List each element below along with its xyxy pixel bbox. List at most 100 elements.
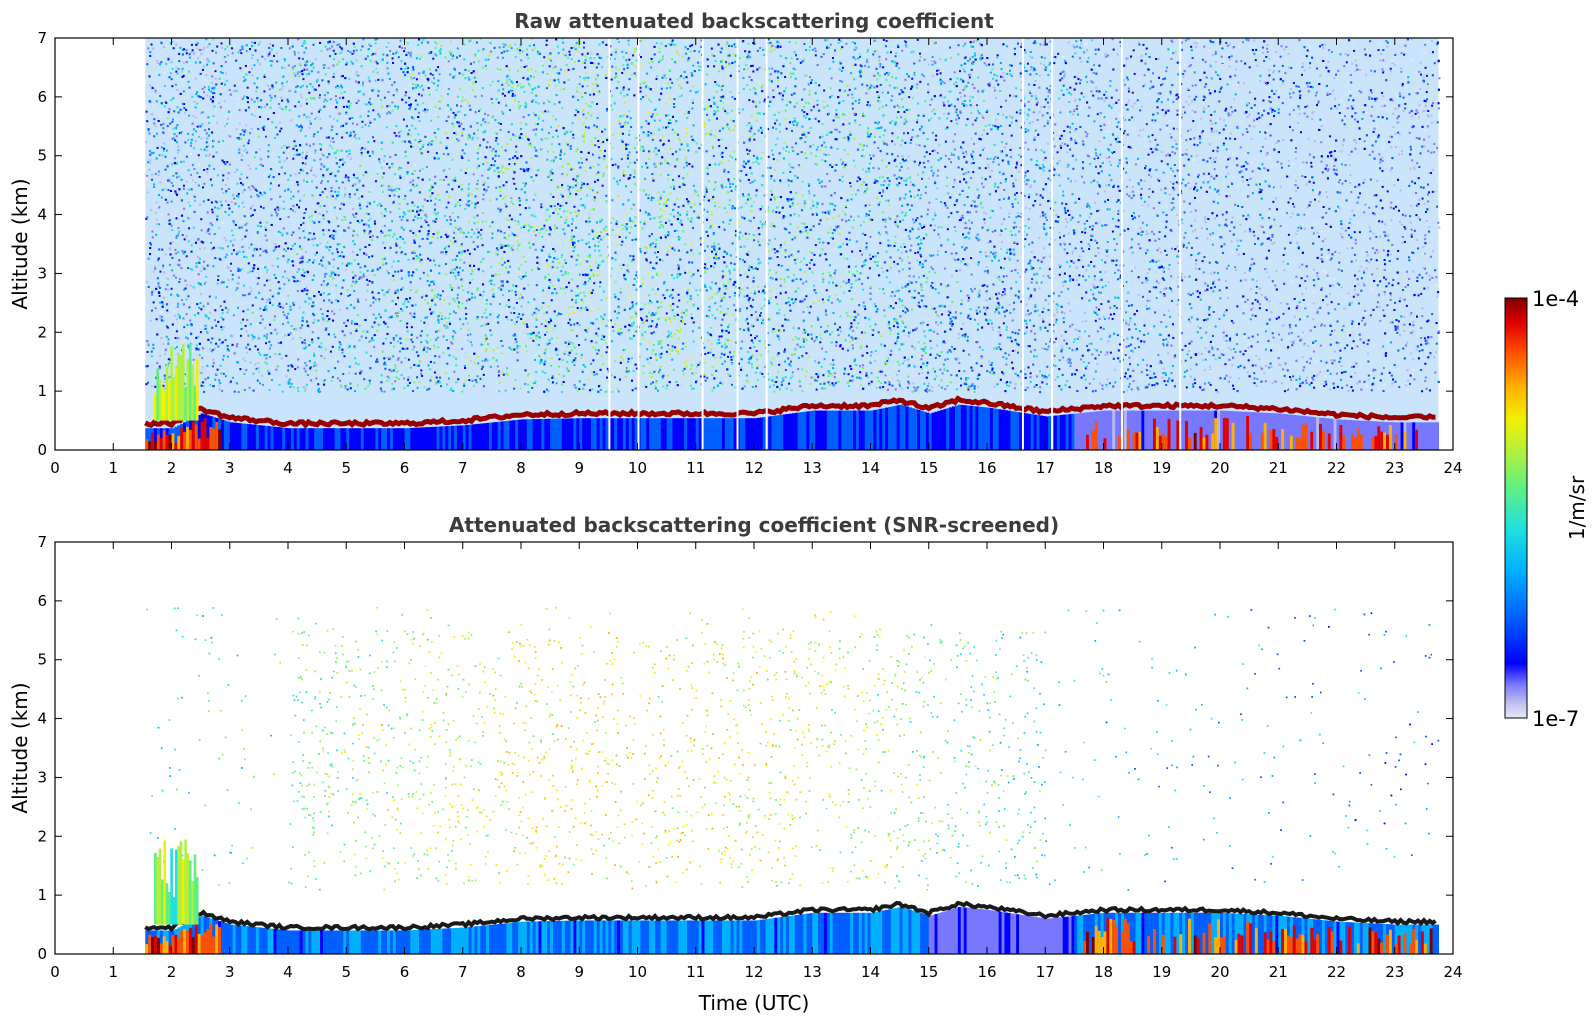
noise-point — [1140, 105, 1143, 108]
noise-point — [1412, 330, 1415, 333]
noise-point — [933, 378, 936, 381]
noise-point — [1148, 383, 1151, 386]
noise-point — [752, 201, 755, 204]
noise-point — [823, 153, 826, 156]
noise-point — [977, 261, 980, 264]
noise-point — [1195, 42, 1198, 45]
noise-point — [1363, 323, 1366, 326]
noise-point — [1043, 125, 1046, 128]
noise-point — [1054, 329, 1057, 332]
noise-point — [883, 180, 886, 183]
noise-point — [510, 47, 513, 50]
noise-point — [1156, 112, 1159, 115]
noise-point — [1058, 97, 1061, 100]
noise-point — [1143, 200, 1146, 203]
noise-point — [1018, 147, 1021, 150]
noise-point — [1280, 162, 1283, 165]
noise-point — [953, 148, 956, 151]
noise-point — [961, 299, 964, 302]
noise-point — [264, 234, 267, 237]
noise-point — [679, 213, 682, 216]
noise-point — [639, 86, 642, 89]
noise-point — [1204, 282, 1207, 285]
noise-point — [1302, 62, 1305, 65]
noise-point — [576, 285, 579, 288]
noise-point — [1183, 200, 1186, 203]
noise-point — [847, 334, 850, 337]
noise-point — [1046, 122, 1049, 125]
noise-point — [1013, 253, 1016, 256]
noise-point — [992, 161, 995, 164]
noise-point — [263, 73, 266, 76]
noise-point — [1105, 383, 1108, 386]
noise-point — [339, 308, 342, 311]
noise-point — [946, 385, 949, 388]
noise-point — [1185, 246, 1188, 249]
noise-point — [1171, 208, 1174, 211]
noise-point — [742, 195, 745, 198]
noise-point — [989, 363, 992, 366]
noise-point — [815, 148, 818, 151]
noise-point — [1417, 177, 1420, 180]
noise-point — [211, 208, 214, 211]
noise-point — [153, 122, 156, 125]
noise-point — [1407, 379, 1410, 382]
noise-point — [721, 331, 724, 334]
noise-point — [767, 250, 770, 253]
noise-point — [500, 187, 503, 190]
noise-point — [559, 151, 562, 154]
noise-point — [302, 78, 305, 81]
noise-point — [1408, 184, 1411, 187]
noise-point — [847, 278, 850, 281]
noise-point — [1133, 93, 1136, 96]
noise-point — [953, 71, 956, 74]
noise-point — [725, 288, 728, 291]
noise-point — [1240, 165, 1243, 168]
noise-point — [570, 297, 573, 300]
noise-point — [439, 298, 442, 301]
noise-point — [219, 200, 222, 203]
noise-point — [1403, 323, 1406, 326]
noise-point — [783, 227, 786, 230]
noise-point — [799, 278, 802, 281]
noise-point — [1149, 87, 1152, 90]
noise-point — [897, 335, 900, 338]
noise-point — [451, 188, 454, 191]
noise-point — [1428, 191, 1431, 194]
noise-point — [548, 205, 551, 208]
noise-point — [1187, 88, 1190, 91]
noise-point — [1042, 169, 1045, 172]
noise-point — [1011, 203, 1014, 206]
noise-point — [925, 364, 928, 367]
noise-point — [698, 50, 701, 53]
noise-point — [264, 135, 267, 138]
noise-point — [642, 372, 645, 375]
noise-point — [645, 315, 648, 318]
noise-point — [211, 211, 214, 214]
noise-point — [937, 250, 940, 253]
noise-point — [1184, 371, 1187, 374]
noise-point — [576, 86, 579, 89]
noise-point — [1131, 217, 1134, 220]
noise-point — [834, 269, 837, 272]
noise-point — [220, 82, 223, 85]
noise-point — [880, 195, 883, 198]
noise-point — [1253, 372, 1256, 375]
noise-point — [1172, 206, 1175, 209]
noise-point — [1013, 241, 1016, 244]
noise-point — [326, 293, 329, 296]
noise-point — [522, 76, 525, 79]
noise-point — [1202, 359, 1205, 362]
noise-point — [817, 318, 820, 321]
noise-point — [563, 88, 566, 91]
noise-point — [313, 133, 316, 136]
noise-point — [706, 65, 709, 68]
noise-point — [1295, 306, 1298, 309]
noise-point — [1265, 55, 1268, 58]
noise-point — [986, 132, 989, 135]
noise-point — [429, 259, 432, 262]
noise-point — [776, 79, 779, 82]
noise-point — [352, 130, 355, 133]
noise-point — [648, 61, 651, 64]
noise-point — [528, 83, 531, 86]
